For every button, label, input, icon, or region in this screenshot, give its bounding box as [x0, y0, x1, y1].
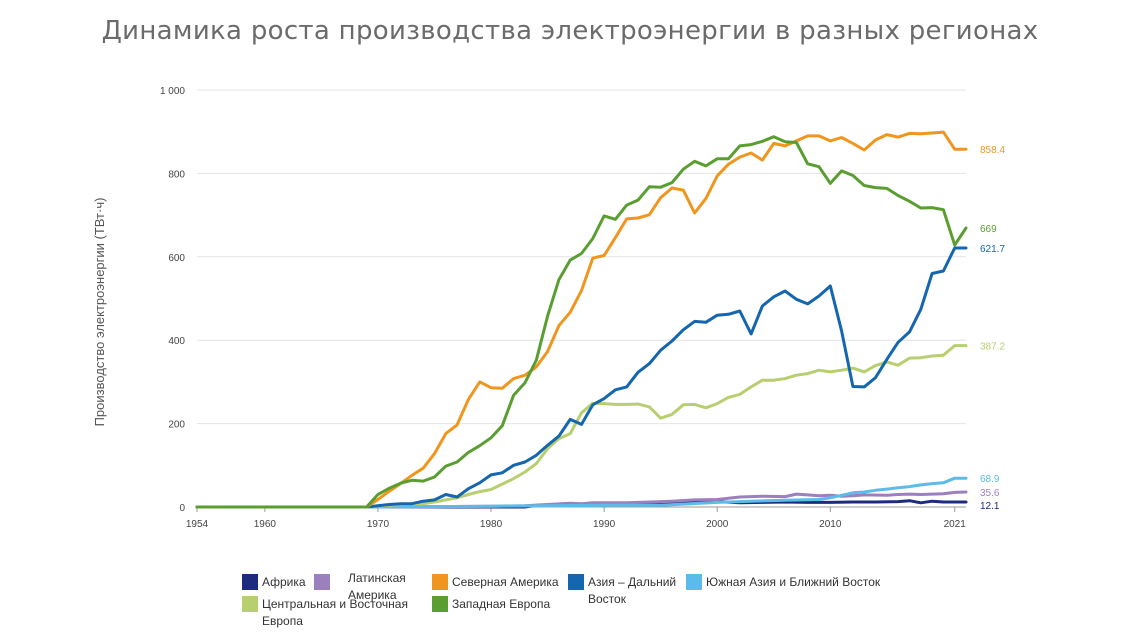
- end-labels: 858.4 669 621.7 387.2 68.9 35.6 12.1: [980, 145, 1005, 512]
- series-end-label: 669: [980, 224, 997, 235]
- series-line: [195, 135, 968, 509]
- x-tick-label: 2000: [706, 519, 729, 530]
- x-tick-label: 1980: [480, 519, 503, 530]
- y-tick-label: 1 000: [160, 86, 185, 97]
- y-tick-label: 200: [168, 420, 185, 431]
- series-end-label: 12.1: [980, 501, 1000, 512]
- series-end-label: 858.4: [980, 145, 1005, 156]
- y-tick-label: 600: [168, 253, 185, 264]
- y-axis-label: Производство электроэнергии (ТВт·ч): [92, 198, 107, 427]
- series-end-label: 387.2: [980, 342, 1005, 353]
- x-tick-label: 1990: [593, 519, 616, 530]
- y-tick-label: 800: [168, 169, 185, 180]
- x-tick-label: 2021: [944, 519, 967, 530]
- x-axis-ticks: 1954 1960 1970 1980 1990 2000 2010 2021: [186, 507, 966, 530]
- x-tick-label: 2010: [819, 519, 842, 530]
- series-end-label: 68.9: [980, 474, 1000, 485]
- chart-title: Динамика роста производства электроэнерг…: [101, 16, 1039, 46]
- series-end-label: 35.6: [980, 488, 1000, 499]
- series-lines: [195, 130, 968, 509]
- x-tick-label: 1954: [186, 519, 209, 530]
- gridlines: [197, 89, 966, 508]
- series-line: [195, 476, 968, 509]
- series-end-label: 621.7: [980, 244, 1005, 255]
- x-tick-label: 1960: [254, 519, 277, 530]
- y-axis-ticks: 0 200 400 600 800 1 000: [160, 86, 185, 514]
- x-tick-label: 1970: [367, 519, 390, 530]
- y-tick-label: 400: [168, 336, 185, 347]
- series-line: [195, 246, 968, 509]
- series-line: [195, 490, 968, 509]
- y-tick-label: 0: [179, 503, 185, 514]
- series-line: [195, 130, 968, 509]
